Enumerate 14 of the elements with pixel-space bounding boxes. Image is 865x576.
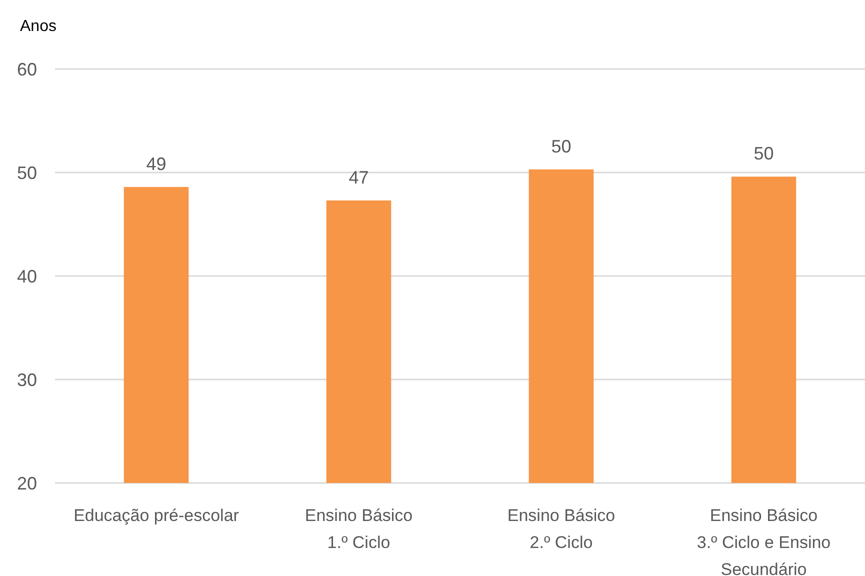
x-tick-label: Ensino Básico 2.º Ciclo (507, 506, 616, 552)
data-label: 50 (754, 144, 774, 164)
data-label: 50 (551, 136, 572, 156)
data-label: 47 (348, 167, 369, 188)
x-tick-label: Ensino Básico 3.º Ciclo e Ensino Secundário (696, 506, 831, 576)
y-tick-label: 40 (16, 266, 37, 286)
x-tick-label: Educação pré-escolar (74, 506, 240, 525)
y-tick-label: 50 (16, 162, 37, 183)
x-tick-label: Ensino Básico 1.º Ciclo (304, 506, 413, 552)
data-label: 49 (146, 154, 166, 174)
y-tick-label: 20 (16, 473, 37, 494)
y-tick-label: 60 (16, 59, 37, 80)
y-axis-title: Anos (20, 18, 56, 35)
y-tick-label: 30 (16, 370, 37, 390)
